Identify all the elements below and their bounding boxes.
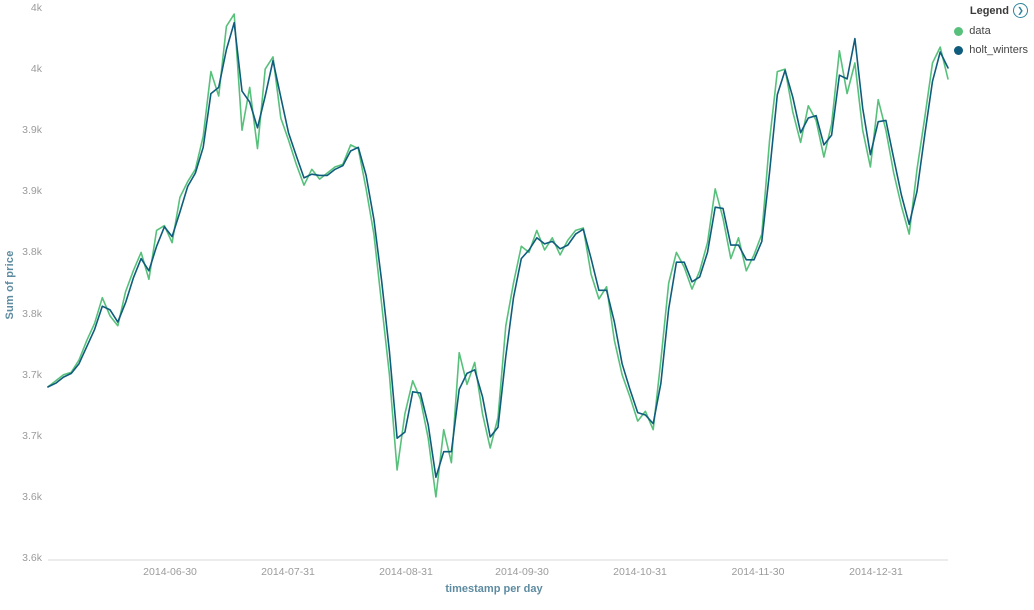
legend-swatch-icon [954, 26, 964, 36]
x-tick-label: 2014-08-31 [379, 566, 433, 578]
y-tick-label: 3.8k [22, 307, 42, 320]
y-tick-label: 3.6k [22, 490, 42, 503]
y-tick-label: 3.7k [22, 368, 42, 381]
legend-item-holt_winters[interactable]: holt_winters [954, 44, 1028, 56]
legend-title: Legend [969, 4, 1009, 17]
legend-item-list: data holt_winters [954, 25, 1028, 56]
y-tick-label: 3.8k [22, 246, 42, 259]
series-line-holt_winters [47, 21, 949, 479]
y-tick-label: 3.6k [22, 552, 42, 564]
legend-item-data[interactable]: data [954, 25, 1028, 37]
series-line-data [47, 13, 949, 498]
x-axis-title: timestamp per day [445, 583, 543, 595]
x-tick-label: 2014-06-30 [143, 566, 197, 578]
legend-item-label: holt_winters [969, 44, 1028, 56]
x-tick-label: 2014-12-31 [849, 566, 903, 578]
y-tick-label: 4k [30, 2, 42, 14]
legend-item-label: data [969, 25, 991, 37]
y-tick-label: 3.7k [22, 429, 42, 442]
x-tick-label: 2014-11-30 [731, 566, 785, 578]
x-tick-label: 2014-09-30 [495, 566, 549, 578]
legend-swatch-icon [954, 45, 964, 55]
y-tick-label: 3.9k [22, 185, 42, 198]
legend-header: Legend ❯ [954, 3, 1028, 18]
y-tick-label: 4k [30, 63, 42, 76]
legend-toggle-icon[interactable]: ❯ [1013, 3, 1028, 18]
y-tick-label: 3.9k [22, 124, 42, 137]
legend: Legend ❯ data holt_winters [954, 3, 1028, 56]
x-tick-label: 2014-10-31 [613, 566, 667, 578]
x-tick-label: 2014-07-31 [261, 566, 315, 578]
